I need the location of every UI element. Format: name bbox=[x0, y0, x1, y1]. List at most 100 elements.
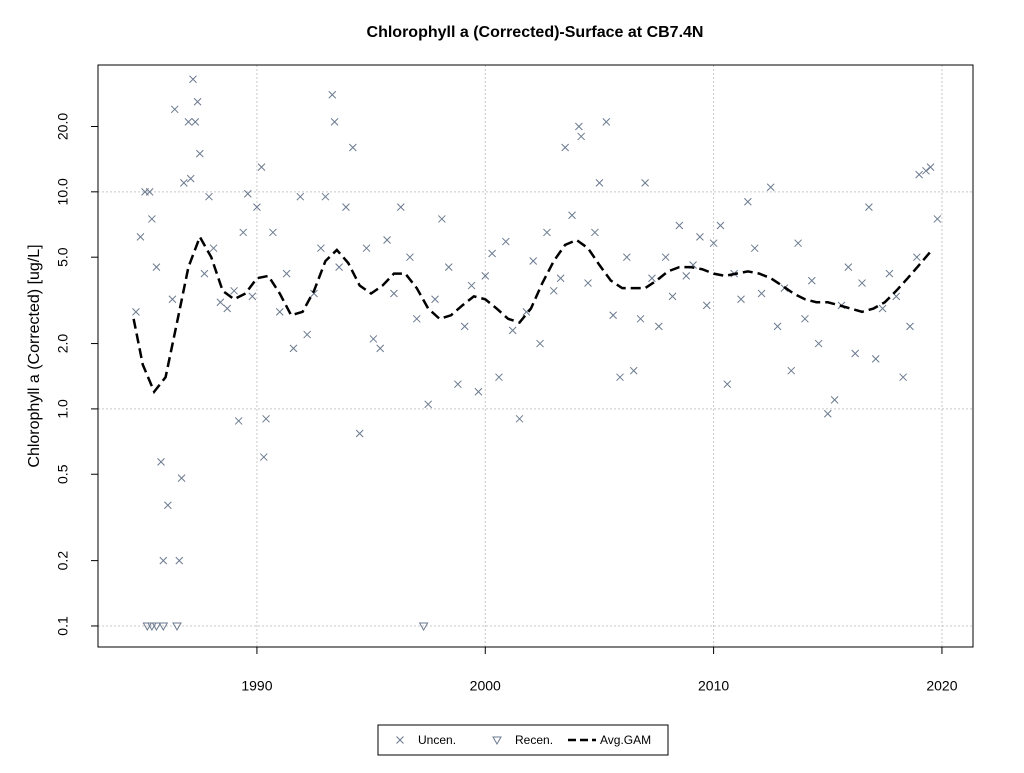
data-point bbox=[259, 453, 268, 461]
legend-label: Uncen. bbox=[418, 733, 456, 747]
data-point bbox=[794, 239, 802, 248]
data-point bbox=[132, 307, 140, 316]
data-point bbox=[406, 253, 414, 262]
data-point bbox=[933, 215, 942, 223]
data-point bbox=[303, 330, 312, 339]
data-point bbox=[145, 187, 154, 196]
data-point bbox=[342, 203, 350, 212]
data-point bbox=[865, 203, 873, 212]
data-point bbox=[390, 289, 398, 298]
data-point bbox=[262, 414, 270, 423]
data-point bbox=[830, 396, 839, 404]
data-point bbox=[899, 373, 907, 382]
data-point bbox=[152, 263, 161, 271]
legend-label: Avg.GAM bbox=[600, 733, 651, 747]
data-point bbox=[170, 105, 179, 114]
data-point bbox=[159, 556, 168, 565]
data-point bbox=[424, 400, 433, 409]
data-point bbox=[575, 122, 583, 131]
data-point bbox=[568, 211, 576, 220]
data-point bbox=[702, 301, 711, 310]
data-point bbox=[216, 298, 225, 307]
data-point bbox=[317, 244, 325, 253]
y-tick-label: 2.0 bbox=[55, 334, 71, 354]
data-point bbox=[431, 295, 439, 304]
data-point bbox=[636, 314, 645, 323]
x-tick-label: 2010 bbox=[698, 678, 729, 694]
data-point bbox=[641, 178, 649, 187]
data-point bbox=[467, 281, 476, 290]
data-point bbox=[481, 272, 490, 280]
data-point bbox=[675, 221, 684, 230]
data-point bbox=[543, 228, 551, 237]
gam-line bbox=[132, 233, 932, 395]
data-point bbox=[871, 355, 880, 363]
data-point bbox=[257, 163, 266, 171]
y-axis-label: Chlorophyll a (Corrected) [ug/L] bbox=[26, 244, 43, 467]
data-point bbox=[709, 239, 718, 248]
data-point bbox=[328, 90, 337, 99]
data-point bbox=[209, 244, 218, 253]
y-tick-label: 20.0 bbox=[55, 113, 71, 140]
x-tick-label: 1990 bbox=[241, 678, 272, 694]
data-point bbox=[654, 322, 663, 331]
data-point bbox=[205, 192, 213, 201]
data-point bbox=[362, 244, 371, 253]
data-point bbox=[248, 292, 257, 301]
data-point bbox=[230, 286, 238, 295]
data-point bbox=[878, 304, 887, 313]
data-point bbox=[716, 221, 725, 230]
data-point bbox=[223, 304, 232, 313]
data-point bbox=[508, 326, 517, 335]
data-point bbox=[177, 474, 186, 482]
data-point bbox=[396, 203, 405, 212]
data-point bbox=[515, 414, 524, 423]
chart-title: Chlorophyll a (Corrected)-Surface at CB7… bbox=[367, 24, 704, 41]
data-point bbox=[191, 118, 200, 126]
data-point bbox=[168, 295, 177, 304]
data-point bbox=[460, 322, 469, 331]
data-point bbox=[595, 178, 604, 187]
data-point bbox=[915, 170, 923, 179]
data-point bbox=[158, 622, 169, 631]
data-point bbox=[488, 249, 496, 258]
data-point bbox=[622, 253, 631, 262]
data-point bbox=[750, 244, 759, 253]
data-point bbox=[172, 622, 182, 631]
data-point bbox=[682, 272, 691, 280]
data-point bbox=[234, 417, 243, 425]
data-point bbox=[444, 263, 453, 271]
data-point bbox=[330, 118, 339, 126]
data-point bbox=[661, 253, 670, 262]
data-point bbox=[239, 228, 248, 237]
data-point bbox=[454, 380, 462, 389]
data-point bbox=[807, 276, 816, 285]
x-tick-label: 2000 bbox=[470, 678, 501, 694]
legend-box bbox=[377, 724, 669, 756]
data-point bbox=[186, 174, 195, 183]
data-point bbox=[501, 237, 510, 246]
data-point bbox=[376, 344, 385, 353]
data-point bbox=[757, 289, 766, 298]
data-point bbox=[396, 736, 404, 744]
data-point bbox=[180, 178, 188, 187]
data-point bbox=[164, 501, 172, 510]
data-point bbox=[275, 307, 284, 316]
data-point bbox=[418, 622, 429, 631]
data-point bbox=[556, 274, 565, 283]
data-point bbox=[253, 203, 261, 212]
data-point bbox=[926, 163, 935, 171]
data-point bbox=[321, 192, 330, 201]
data-point bbox=[355, 429, 364, 438]
data-point bbox=[885, 269, 894, 278]
data-point bbox=[200, 269, 209, 278]
data-point bbox=[591, 228, 599, 237]
data-point bbox=[536, 339, 544, 348]
data-point bbox=[243, 189, 252, 198]
data-point bbox=[296, 192, 305, 201]
data-point bbox=[195, 149, 204, 158]
data-point bbox=[529, 257, 538, 265]
data-point bbox=[609, 311, 617, 320]
